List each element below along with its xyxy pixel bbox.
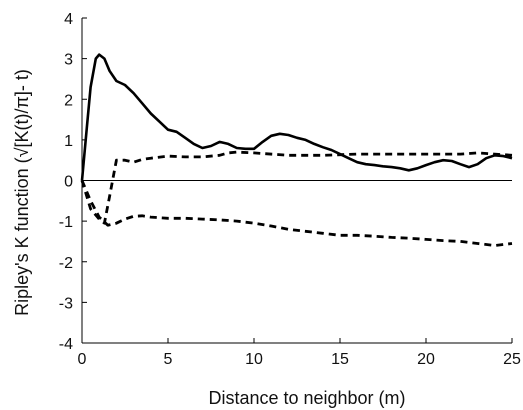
x-tick-label: 20 <box>417 351 435 368</box>
x-ticks: 0 5 10 15 20 25 <box>78 338 521 368</box>
x-tick-label: 25 <box>503 351 521 368</box>
y-tick-label: 4 <box>64 11 73 28</box>
x-tick-label: 10 <box>245 351 263 368</box>
y-ticks: 4 3 2 1 0 -1 -2 -3 -4 <box>59 11 87 353</box>
y-tick-label: -2 <box>59 255 73 272</box>
series-layer <box>80 53 513 247</box>
x-tick-label: 0 <box>78 351 87 368</box>
observed-line-0 <box>80 53 513 181</box>
y-tick-label: -4 <box>59 336 73 353</box>
x-tick-label: 5 <box>164 351 173 368</box>
y-tick-label: 1 <box>64 133 73 150</box>
axes <box>81 18 512 344</box>
envelope-line-2 <box>80 179 513 247</box>
x-tick-label: 15 <box>331 351 349 368</box>
envelope-line-1 <box>80 150 513 225</box>
y-tick-label: 3 <box>64 52 73 69</box>
y-tick-label: -3 <box>59 295 73 312</box>
y-tick-label: -1 <box>59 214 73 231</box>
y-axis-title: Ripley's K function (√[K(t)/π]- t) <box>12 69 32 316</box>
y-tick-label: 0 <box>64 174 73 191</box>
x-axis-title: Distance to neighbor (m) <box>208 388 405 408</box>
y-tick-label: 2 <box>64 92 73 109</box>
